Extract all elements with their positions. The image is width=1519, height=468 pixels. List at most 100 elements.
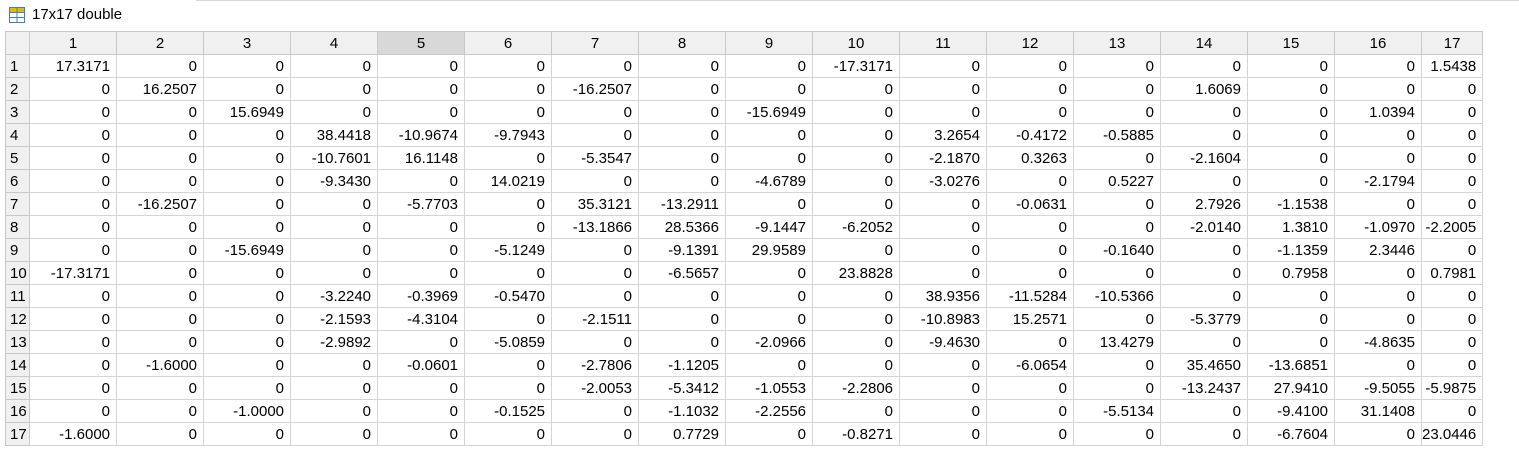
table-cell[interactable]: -9.7943: [464, 123, 552, 147]
table-cell[interactable]: 0: [725, 192, 813, 216]
table-cell[interactable]: 0: [116, 146, 204, 170]
table-cell[interactable]: 0: [1247, 284, 1335, 308]
table-cell[interactable]: -1.1359: [1247, 238, 1335, 262]
table-cell[interactable]: 0: [377, 215, 465, 239]
table-cell[interactable]: 0: [899, 238, 987, 262]
table-cell[interactable]: -15.6949: [725, 100, 813, 124]
table-cell[interactable]: 0: [1334, 353, 1422, 377]
column-header-17[interactable]: 17: [1420, 31, 1484, 55]
table-cell[interactable]: -5.1249: [464, 238, 552, 262]
table-cell[interactable]: 0: [203, 77, 291, 101]
table-cell[interactable]: 0: [638, 77, 726, 101]
table-cell[interactable]: -2.1593: [290, 307, 378, 331]
table-cell[interactable]: -1.1032: [638, 399, 726, 423]
table-cell[interactable]: 0: [899, 100, 987, 124]
table-cell[interactable]: 0: [116, 123, 204, 147]
table-cell[interactable]: 0: [116, 376, 204, 400]
table-cell[interactable]: 0: [638, 169, 726, 193]
table-cell[interactable]: 0: [1334, 54, 1422, 78]
table-cell[interactable]: 0: [29, 284, 117, 308]
row-header-13[interactable]: 13: [5, 330, 30, 354]
table-cell[interactable]: -0.0631: [986, 192, 1074, 216]
table-cell[interactable]: 15.6949: [203, 100, 291, 124]
table-cell[interactable]: 0.5227: [1073, 169, 1161, 193]
table-cell[interactable]: -2.2556: [725, 399, 813, 423]
table-cell[interactable]: -2.9892: [290, 330, 378, 354]
table-cell[interactable]: 0: [725, 54, 813, 78]
table-cell[interactable]: -1.6000: [116, 353, 204, 377]
table-cell[interactable]: 0: [203, 54, 291, 78]
table-cell[interactable]: 2.7926: [1160, 192, 1248, 216]
table-cell[interactable]: 0: [725, 307, 813, 331]
table-cell[interactable]: 0: [29, 399, 117, 423]
table-cell[interactable]: 0.7729: [638, 422, 726, 446]
column-header-11[interactable]: 11: [899, 31, 987, 55]
table-cell[interactable]: 16.2507: [116, 77, 204, 101]
row-header-7[interactable]: 7: [5, 192, 30, 216]
table-cell[interactable]: 0: [29, 353, 117, 377]
table-cell[interactable]: -3.0276: [899, 169, 987, 193]
table-cell[interactable]: 0: [116, 330, 204, 354]
table-cell[interactable]: 0: [1420, 77, 1484, 101]
table-cell[interactable]: -5.0859: [464, 330, 552, 354]
table-cell[interactable]: 0: [1073, 422, 1161, 446]
table-cell[interactable]: 0: [203, 307, 291, 331]
table-cell[interactable]: -0.5885: [1073, 123, 1161, 147]
table-cell[interactable]: 0: [1420, 169, 1484, 193]
table-cell[interactable]: 0: [812, 307, 900, 331]
table-cell[interactable]: -1.1538: [1247, 192, 1335, 216]
table-cell[interactable]: 0: [1073, 146, 1161, 170]
table-cell[interactable]: 0: [203, 261, 291, 285]
table-cell[interactable]: 0: [899, 54, 987, 78]
table-cell[interactable]: -1.0000: [203, 399, 291, 423]
table-cell[interactable]: 0: [464, 192, 552, 216]
table-cell[interactable]: 0: [986, 169, 1074, 193]
table-cell[interactable]: 0: [551, 238, 639, 262]
table-cell[interactable]: 0: [986, 54, 1074, 78]
table-cell[interactable]: 0: [638, 146, 726, 170]
table-cell[interactable]: 0: [290, 399, 378, 423]
row-header-3[interactable]: 3: [5, 100, 30, 124]
table-cell[interactable]: 0: [1334, 261, 1422, 285]
table-cell[interactable]: 17.3171: [29, 54, 117, 78]
table-cell[interactable]: 0: [116, 307, 204, 331]
column-header-16[interactable]: 16: [1334, 31, 1422, 55]
table-cell[interactable]: -2.1870: [899, 146, 987, 170]
table-cell[interactable]: -17.3171: [29, 261, 117, 285]
table-cell[interactable]: -0.8271: [812, 422, 900, 446]
table-cell[interactable]: 0: [638, 54, 726, 78]
table-cell[interactable]: 0: [638, 284, 726, 308]
table-cell[interactable]: -6.7604: [1247, 422, 1335, 446]
table-cell[interactable]: 0: [290, 77, 378, 101]
table-cell[interactable]: -2.0140: [1160, 215, 1248, 239]
table-cell[interactable]: 0: [203, 192, 291, 216]
table-cell[interactable]: 0: [551, 399, 639, 423]
table-cell[interactable]: 0: [377, 399, 465, 423]
table-cell[interactable]: 35.3121: [551, 192, 639, 216]
table-cell[interactable]: -3.2240: [290, 284, 378, 308]
table-cell[interactable]: 0: [986, 399, 1074, 423]
table-cell[interactable]: 0: [986, 100, 1074, 124]
table-cell[interactable]: -0.0601: [377, 353, 465, 377]
column-header-5[interactable]: 5: [377, 31, 465, 55]
table-cell[interactable]: 0: [551, 330, 639, 354]
table-cell[interactable]: 0: [1334, 307, 1422, 331]
table-cell[interactable]: 0: [638, 123, 726, 147]
table-cell[interactable]: 0: [464, 215, 552, 239]
table-cell[interactable]: 0: [1420, 330, 1484, 354]
table-cell[interactable]: -1.0970: [1334, 215, 1422, 239]
table-cell[interactable]: 0: [1247, 123, 1335, 147]
table-cell[interactable]: -10.5366: [1073, 284, 1161, 308]
table-cell[interactable]: -1.0553: [725, 376, 813, 400]
table-cell[interactable]: 0: [29, 307, 117, 331]
table-cell[interactable]: 0: [116, 422, 204, 446]
table-cell[interactable]: -4.3104: [377, 307, 465, 331]
table-cell[interactable]: -16.2507: [116, 192, 204, 216]
table-cell[interactable]: 0: [1160, 422, 1248, 446]
table-cell[interactable]: 29.9589: [725, 238, 813, 262]
table-cell[interactable]: 0: [1334, 192, 1422, 216]
table-cell[interactable]: 0: [899, 215, 987, 239]
table-cell[interactable]: 3.2654: [899, 123, 987, 147]
column-header-13[interactable]: 13: [1073, 31, 1161, 55]
table-cell[interactable]: -10.7601: [290, 146, 378, 170]
